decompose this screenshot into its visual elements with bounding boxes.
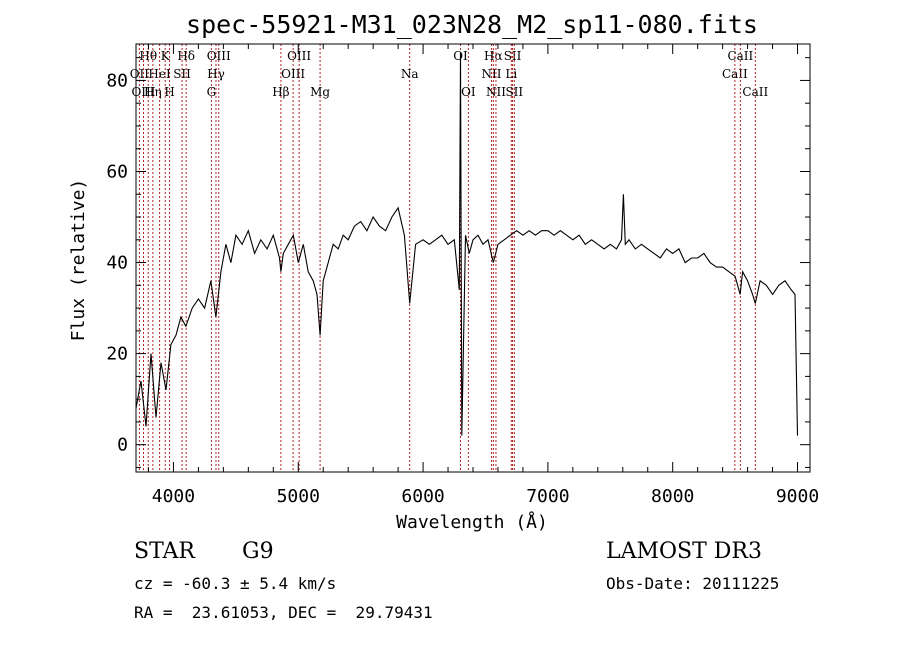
line-label-14: OIII (287, 49, 311, 63)
y-axis: 0 20 40 60 80 (106, 57, 810, 468)
ra-dec: RA = 23.61053, DEC = 29.79431 (134, 603, 433, 622)
line-label-26: CaII (727, 49, 753, 63)
line-label-19: NII (481, 67, 501, 81)
y-tick-label-3: 60 (106, 161, 128, 182)
y-axis-label: Flux (relative) (68, 179, 89, 342)
y-tick-label-4: 80 (106, 70, 128, 91)
line-label-12: Hβ (272, 85, 289, 99)
line-label-22: SII (504, 49, 522, 63)
x-tick-label-2: 6000 (401, 486, 444, 507)
x-tick-label-1: 5000 (277, 486, 320, 507)
y-tick-label-1: 20 (106, 344, 128, 365)
line-label-0: Hθ (139, 49, 157, 63)
x-axis-label: Wavelength (Å) (396, 511, 548, 533)
spectral-line-markers: HθOIIOIIIHηHeIKHSIIHδGHγOIIIHβOIIIOIIIMg… (130, 44, 768, 472)
line-label-2: OIII (131, 85, 155, 99)
line-label-7: SII (173, 67, 191, 81)
line-label-20: Hα (484, 49, 503, 63)
line-label-3: Hη (144, 85, 162, 99)
y-tick-label-2: 40 (106, 253, 128, 274)
line-label-16: Na (401, 67, 419, 81)
line-label-8: Hδ (177, 49, 195, 63)
x-axis: 4000 5000 6000 7000 8000 9000 (147, 44, 819, 507)
x-tick-label-4: 8000 (651, 486, 694, 507)
line-label-5: K (161, 49, 171, 63)
chart-title: spec-55921-M31_023N28_M2_sp11-080.fits (186, 10, 758, 39)
line-label-9: G (207, 85, 217, 99)
object-subclass: G9 (242, 539, 274, 564)
line-label-23: Li (505, 67, 517, 81)
x-tick-label-5: 9000 (776, 486, 819, 507)
survey-name: LAMOST DR3 (606, 539, 762, 564)
line-label-6: H (164, 85, 174, 99)
redshift-cz: cz = -60.3 ± 5.4 km/s (134, 574, 337, 593)
object-class: STAR (134, 539, 195, 564)
line-label-11: OIII (207, 49, 231, 63)
line-label-25: CaII (722, 67, 748, 81)
line-label-15: Mg (310, 85, 330, 99)
line-label-18: OI (461, 85, 476, 99)
line-label-4: HeI (148, 67, 171, 81)
spectrum-series-line (135, 53, 799, 436)
line-label-21: NII (486, 85, 506, 99)
plot-frame (135, 43, 811, 473)
x-tick-label-3: 7000 (526, 486, 569, 507)
y-tick-label-0: 0 (117, 435, 128, 456)
line-label-10: Hγ (207, 67, 225, 81)
x-tick-label-0: 4000 (152, 486, 195, 507)
observation-date: Obs-Date: 20111225 (606, 574, 780, 593)
line-label-27: CaII (742, 85, 768, 99)
line-label-24: SII (505, 85, 523, 99)
line-label-1: OII (130, 67, 150, 81)
line-label-13: OIII (281, 67, 305, 81)
